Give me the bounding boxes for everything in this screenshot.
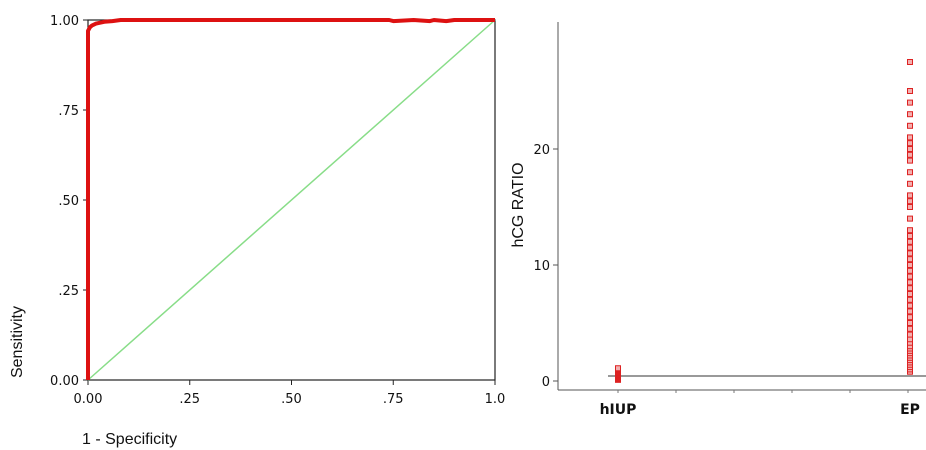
dot-point (907, 273, 913, 280)
roc-x-tick-label: .75 (383, 392, 404, 407)
roc-x-axis-title: 1 - Specificity (82, 431, 177, 448)
dot-point (907, 169, 913, 176)
dot-point (907, 308, 913, 315)
dot-category-label: hIUP (600, 402, 637, 418)
dot-point (907, 215, 913, 222)
dot-point (907, 296, 913, 303)
dot-point (907, 325, 913, 332)
dot-point (907, 262, 913, 268)
dot-category-label: EP (900, 402, 920, 418)
dot-point (907, 88, 913, 94)
dot-y-ticks: 0 10 20 (533, 143, 558, 390)
dot-point (907, 314, 913, 321)
dot-point (907, 204, 913, 210)
roc-x-ticks: 0.00 .25 .50 .75 1.0 (74, 380, 506, 407)
dot-point (907, 99, 913, 106)
dot-point (907, 192, 913, 199)
roc-chart: 0.00 .25 .50 .75 1.0 0.00 .25 .50 .75 1.00 Sensi… (9, 14, 505, 448)
dot-point (907, 198, 913, 205)
dot-point (907, 180, 913, 187)
dot-point (907, 267, 913, 274)
dot-category-labels: hIUP EP (600, 402, 920, 418)
dot-point (907, 146, 913, 152)
dot-point (907, 157, 913, 164)
dot-point (907, 122, 913, 129)
dot-point (907, 140, 913, 147)
roc-y-tick-label: 1.00 (50, 14, 79, 29)
dot-point (907, 331, 913, 338)
roc-series (86, 18, 496, 381)
dot-point (907, 302, 913, 309)
dot-point (907, 256, 913, 263)
roc-x-tick-label: .25 (179, 392, 200, 407)
dot-point (907, 238, 913, 245)
roc-y-ticks: 0.00 .25 .50 .75 1.00 (50, 14, 88, 389)
dot-point (907, 291, 913, 297)
roc-y-tick-label: 0.00 (50, 374, 79, 389)
dot-y-tick-label: 0 (542, 375, 550, 390)
dot-y-tick-label: 20 (533, 143, 550, 158)
dot-point (907, 233, 913, 239)
roc-curve-line (86, 18, 495, 380)
dot-point (907, 320, 913, 326)
dot-point (615, 365, 621, 372)
hcg-dot-plot: 0 10 20 hIUP EP hCG RATIO (510, 22, 926, 418)
dot-x-minor-ticks (617, 390, 909, 393)
dot-point (907, 285, 913, 292)
dot-point (907, 279, 913, 286)
dot-point (907, 134, 913, 141)
dot-points (615, 59, 913, 383)
dot-y-axis-title: hCG RATIO (510, 162, 527, 247)
dot-point (907, 250, 913, 257)
roc-y-tick-label: .50 (58, 194, 79, 209)
roc-x-tick-label: .50 (281, 392, 302, 407)
dot-point (907, 59, 913, 65)
dot-y-tick-label: 10 (533, 259, 550, 274)
dot-point (907, 244, 913, 251)
roc-reference-diagonal (87, 19, 496, 381)
dot-point (907, 151, 913, 158)
roc-x-tick-label: 0.00 (74, 392, 103, 407)
roc-y-tick-label: .25 (58, 284, 79, 299)
dot-point (907, 111, 913, 118)
roc-x-tick-label: 1.0 (485, 392, 506, 407)
roc-y-tick-label: .75 (58, 104, 79, 119)
roc-y-axis-title: Sensitivity (9, 306, 26, 378)
dot-point (907, 227, 913, 234)
